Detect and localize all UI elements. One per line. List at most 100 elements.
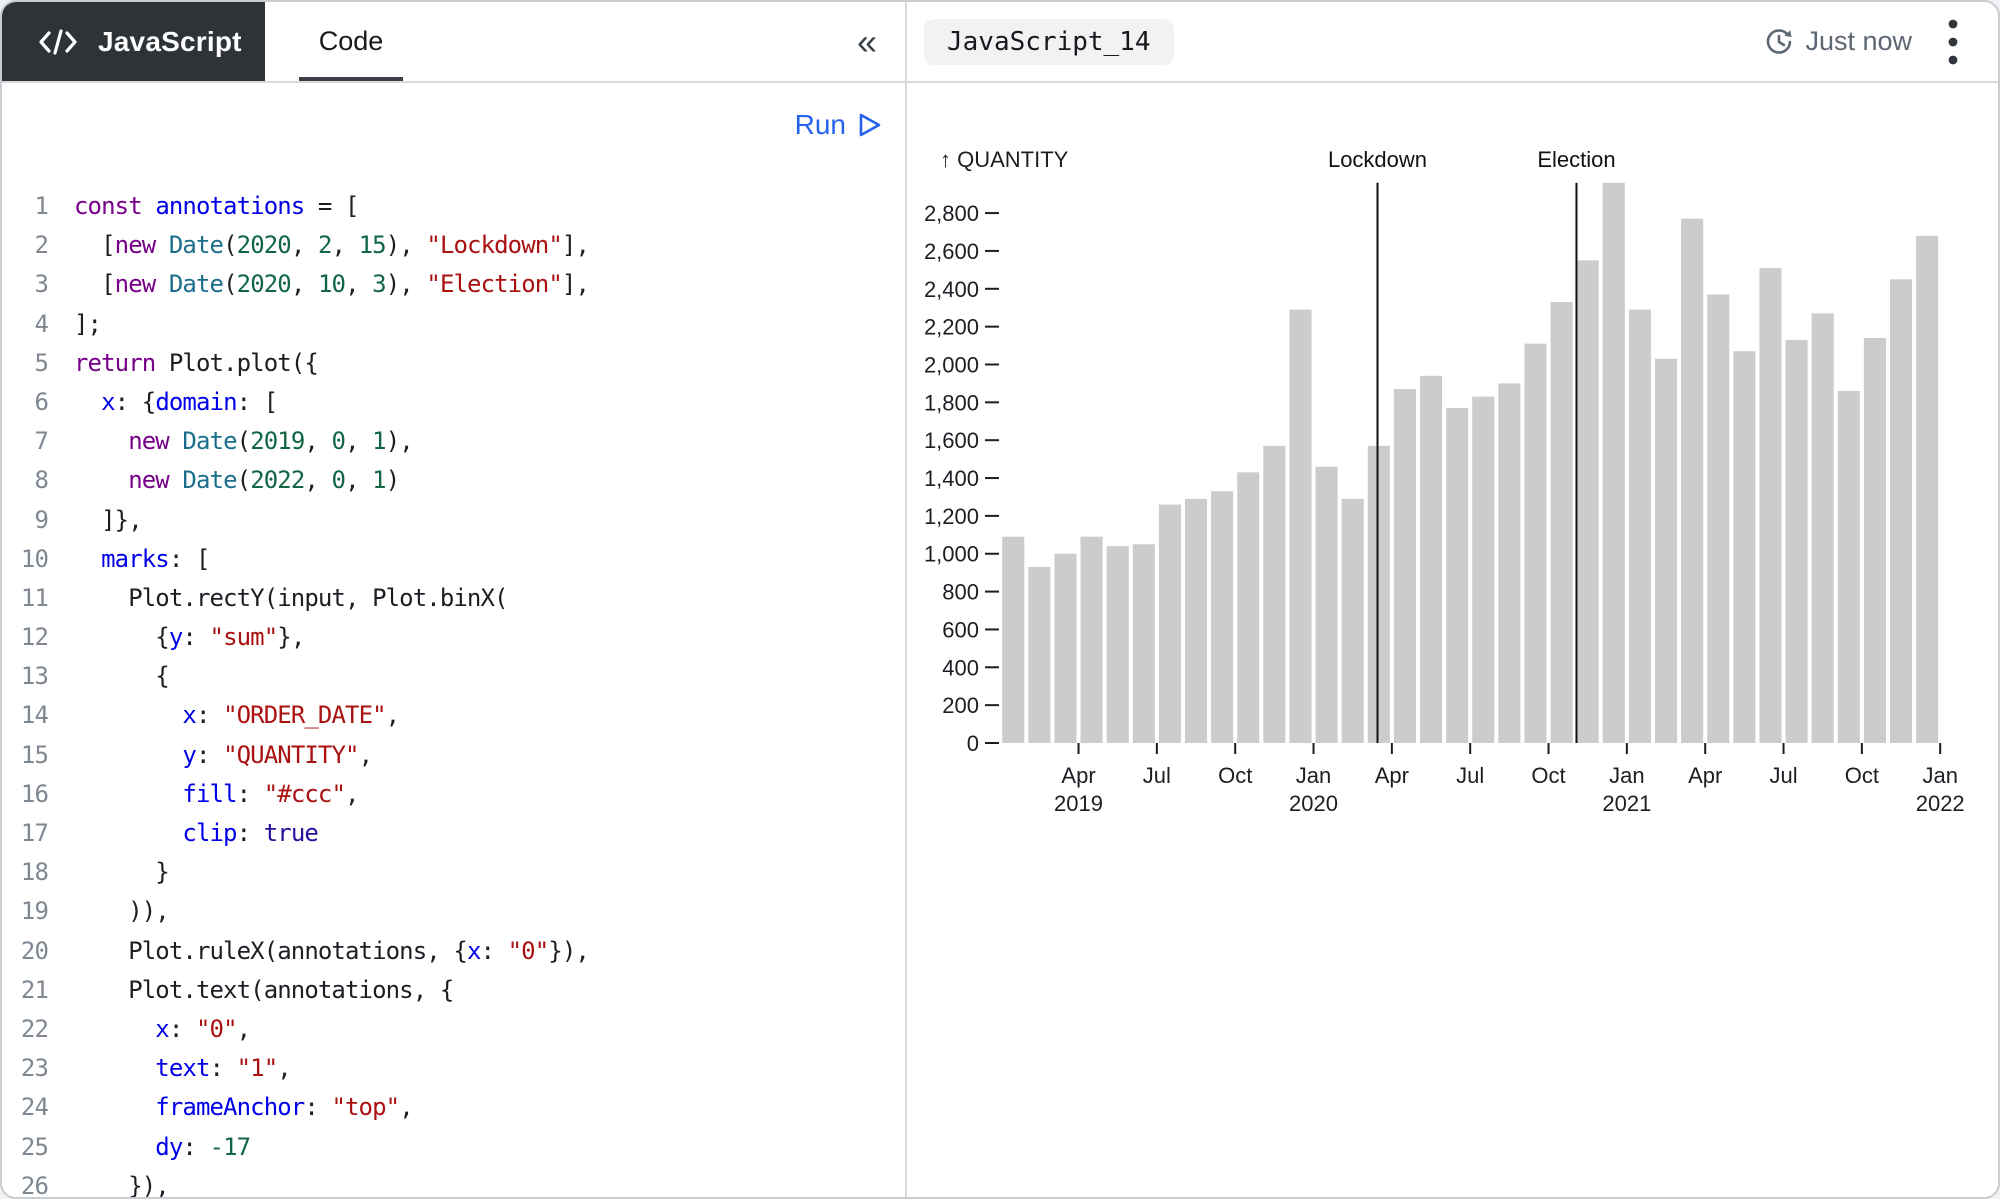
y-axis-title: ↑ QUANTITY: [940, 147, 1069, 172]
code-line-text: x: {domain: [: [101, 387, 278, 416]
quantity-bar: [1315, 466, 1338, 743]
code-line-text: }),: [74, 1171, 170, 1197]
quantity-bar: [1419, 375, 1443, 743]
quantity-bar: [1367, 445, 1390, 743]
y-tick-label: 2,000: [924, 352, 979, 377]
code-line-text: )),: [74, 897, 170, 926]
code-line-text: ];: [74, 309, 102, 338]
x-tick-label: Oct: [1845, 763, 1879, 788]
code-line[interactable]: 24 frameAnchor: "top",: [2, 1088, 905, 1127]
code-line[interactable]: 4];: [2, 305, 905, 344]
quantity-bar: [1106, 546, 1129, 743]
cell-type-label: JavaScript: [98, 25, 242, 57]
line-number: 19: [20, 897, 49, 926]
code-line[interactable]: 14 x: "ORDER_DATE",: [2, 696, 905, 735]
code-line[interactable]: 22 x: "0",: [2, 1010, 905, 1049]
x-tick-label: Apr: [1688, 763, 1722, 788]
y-tick-label: 1,200: [924, 504, 979, 529]
cell-menu-button[interactable]: [1930, 2, 1976, 81]
code-line[interactable]: 7 new Date(2019, 0, 1),: [2, 422, 905, 461]
line-number: 21: [20, 975, 49, 1004]
y-tick-label: 2,400: [924, 277, 979, 302]
output-pane: ↑ QUANTITY 0 200 400 600 800 1,000 1,200 1,400 1,…: [907, 83, 1998, 1197]
version-history-button[interactable]: Just now: [1764, 2, 1912, 81]
tab-code[interactable]: Code: [318, 26, 384, 56]
code-line[interactable]: 16 fill: "#ccc",: [2, 775, 905, 814]
code-line[interactable]: 8 new Date(2022, 0, 1): [2, 461, 905, 500]
code-line-text: x: "ORDER_DATE",: [182, 701, 400, 730]
code-line[interactable]: 23 text: "1",: [2, 1049, 905, 1088]
quantity-bar: [1184, 498, 1208, 743]
quantity-bar: [1524, 343, 1547, 743]
quantity-bar: [1080, 536, 1103, 743]
code-line[interactable]: 12 {y: "sum"},: [2, 618, 905, 657]
code-line[interactable]: 26 }),: [2, 1167, 905, 1197]
line-number: 25: [20, 1132, 49, 1161]
code-line[interactable]: 19 )),: [2, 892, 905, 931]
run-button[interactable]: Run: [795, 109, 882, 141]
kebab-menu-icon: [1948, 19, 1958, 64]
code-line-text: fill: "#ccc",: [182, 779, 359, 808]
code-line[interactable]: 5 return Plot.plot({: [2, 344, 905, 383]
code-editor-pane: Run 1 const annotations = [2 [new Date(20…: [2, 83, 905, 1197]
quantity-bar: [1237, 472, 1260, 743]
quantity-bar: [1785, 339, 1808, 743]
code-editor[interactable]: 1 const annotations = [2 [new Date(2020, …: [2, 187, 905, 1197]
line-number: 14: [20, 701, 49, 730]
code-line-text: Plot.text(annotations, {: [74, 975, 454, 1004]
quantity-bar: [1132, 544, 1155, 743]
quantity-bar: [1211, 491, 1234, 743]
code-line-text: frameAnchor: "top",: [155, 1093, 413, 1122]
quantity-bar: [1628, 309, 1651, 743]
code-line[interactable]: 10 marks: [: [2, 540, 905, 579]
x-tick-label: Jul: [1143, 763, 1171, 788]
quantity-bar: [1863, 337, 1886, 743]
code-line-text: const annotations = [: [74, 192, 359, 220]
x-tick-label: Jan 2020: [1289, 763, 1338, 816]
quantity-bar: [1158, 504, 1181, 743]
code-line[interactable]: 9 ]},: [2, 501, 905, 540]
code-line[interactable]: 3 [new Date(2020, 10, 3), "Election"],: [2, 265, 905, 304]
code-line[interactable]: 25 dy: -17: [2, 1128, 905, 1167]
play-icon: [859, 113, 881, 137]
quantity-bar: [1759, 267, 1782, 743]
code-line-text: new Date(2022, 0, 1): [128, 466, 400, 495]
quantity-bar: [1733, 351, 1756, 743]
code-line-text: y: "QUANTITY",: [182, 740, 373, 769]
line-number: 22: [20, 1014, 49, 1043]
quantity-bar: [1263, 445, 1286, 743]
code-line[interactable]: 2 [new Date(2020, 2, 15), "Lockdown"],: [2, 226, 905, 265]
y-tick-label: 600: [942, 617, 979, 642]
code-line-text: x: "0",: [155, 1014, 251, 1043]
y-tick-label: 1,600: [924, 428, 979, 453]
y-tick-label: 2,800: [924, 201, 979, 226]
history-clock-icon: [1767, 28, 1792, 54]
collapse-panel-icon[interactable]: «: [856, 20, 878, 62]
code-line[interactable]: 20 Plot.ruleX(annotations, {x: "0"}),: [2, 932, 905, 971]
code-line[interactable]: 15 y: "QUANTITY",: [2, 736, 905, 775]
code-line[interactable]: 11 Plot.rectY(input, Plot.binX(: [2, 579, 905, 618]
line-number: 2: [34, 231, 48, 260]
quantity-bar: [1341, 498, 1364, 743]
code-line[interactable]: 17 clip: true: [2, 814, 905, 853]
code-line[interactable]: 1 const annotations = [: [2, 187, 905, 226]
line-number: 3: [34, 270, 48, 299]
quantity-bar: [1393, 389, 1416, 743]
code-line[interactable]: 13 {: [2, 657, 905, 696]
quantity-bar: [1681, 218, 1704, 743]
code-line-text: dy: -17: [155, 1132, 251, 1161]
line-number: 23: [20, 1054, 49, 1083]
y-tick-label: 200: [942, 693, 979, 718]
code-line[interactable]: 18 }: [2, 853, 905, 892]
cell-name-chip[interactable]: JavaScript_14: [924, 19, 1174, 65]
quantity-bar: [1002, 536, 1025, 743]
line-number: 20: [20, 936, 49, 965]
code-line-text: [new Date(2020, 2, 15), "Lockdown"],: [74, 231, 590, 260]
cell-type-badge[interactable]: JavaScript: [2, 2, 265, 81]
code-line[interactable]: 6 x: {domain: [: [2, 383, 905, 422]
line-number: 18: [20, 858, 49, 887]
annotation-label: Election: [1537, 147, 1615, 172]
x-tick-label: Oct: [1218, 763, 1252, 788]
pane-divider[interactable]: [905, 2, 907, 1197]
code-line[interactable]: 21 Plot.text(annotations, {: [2, 971, 905, 1010]
